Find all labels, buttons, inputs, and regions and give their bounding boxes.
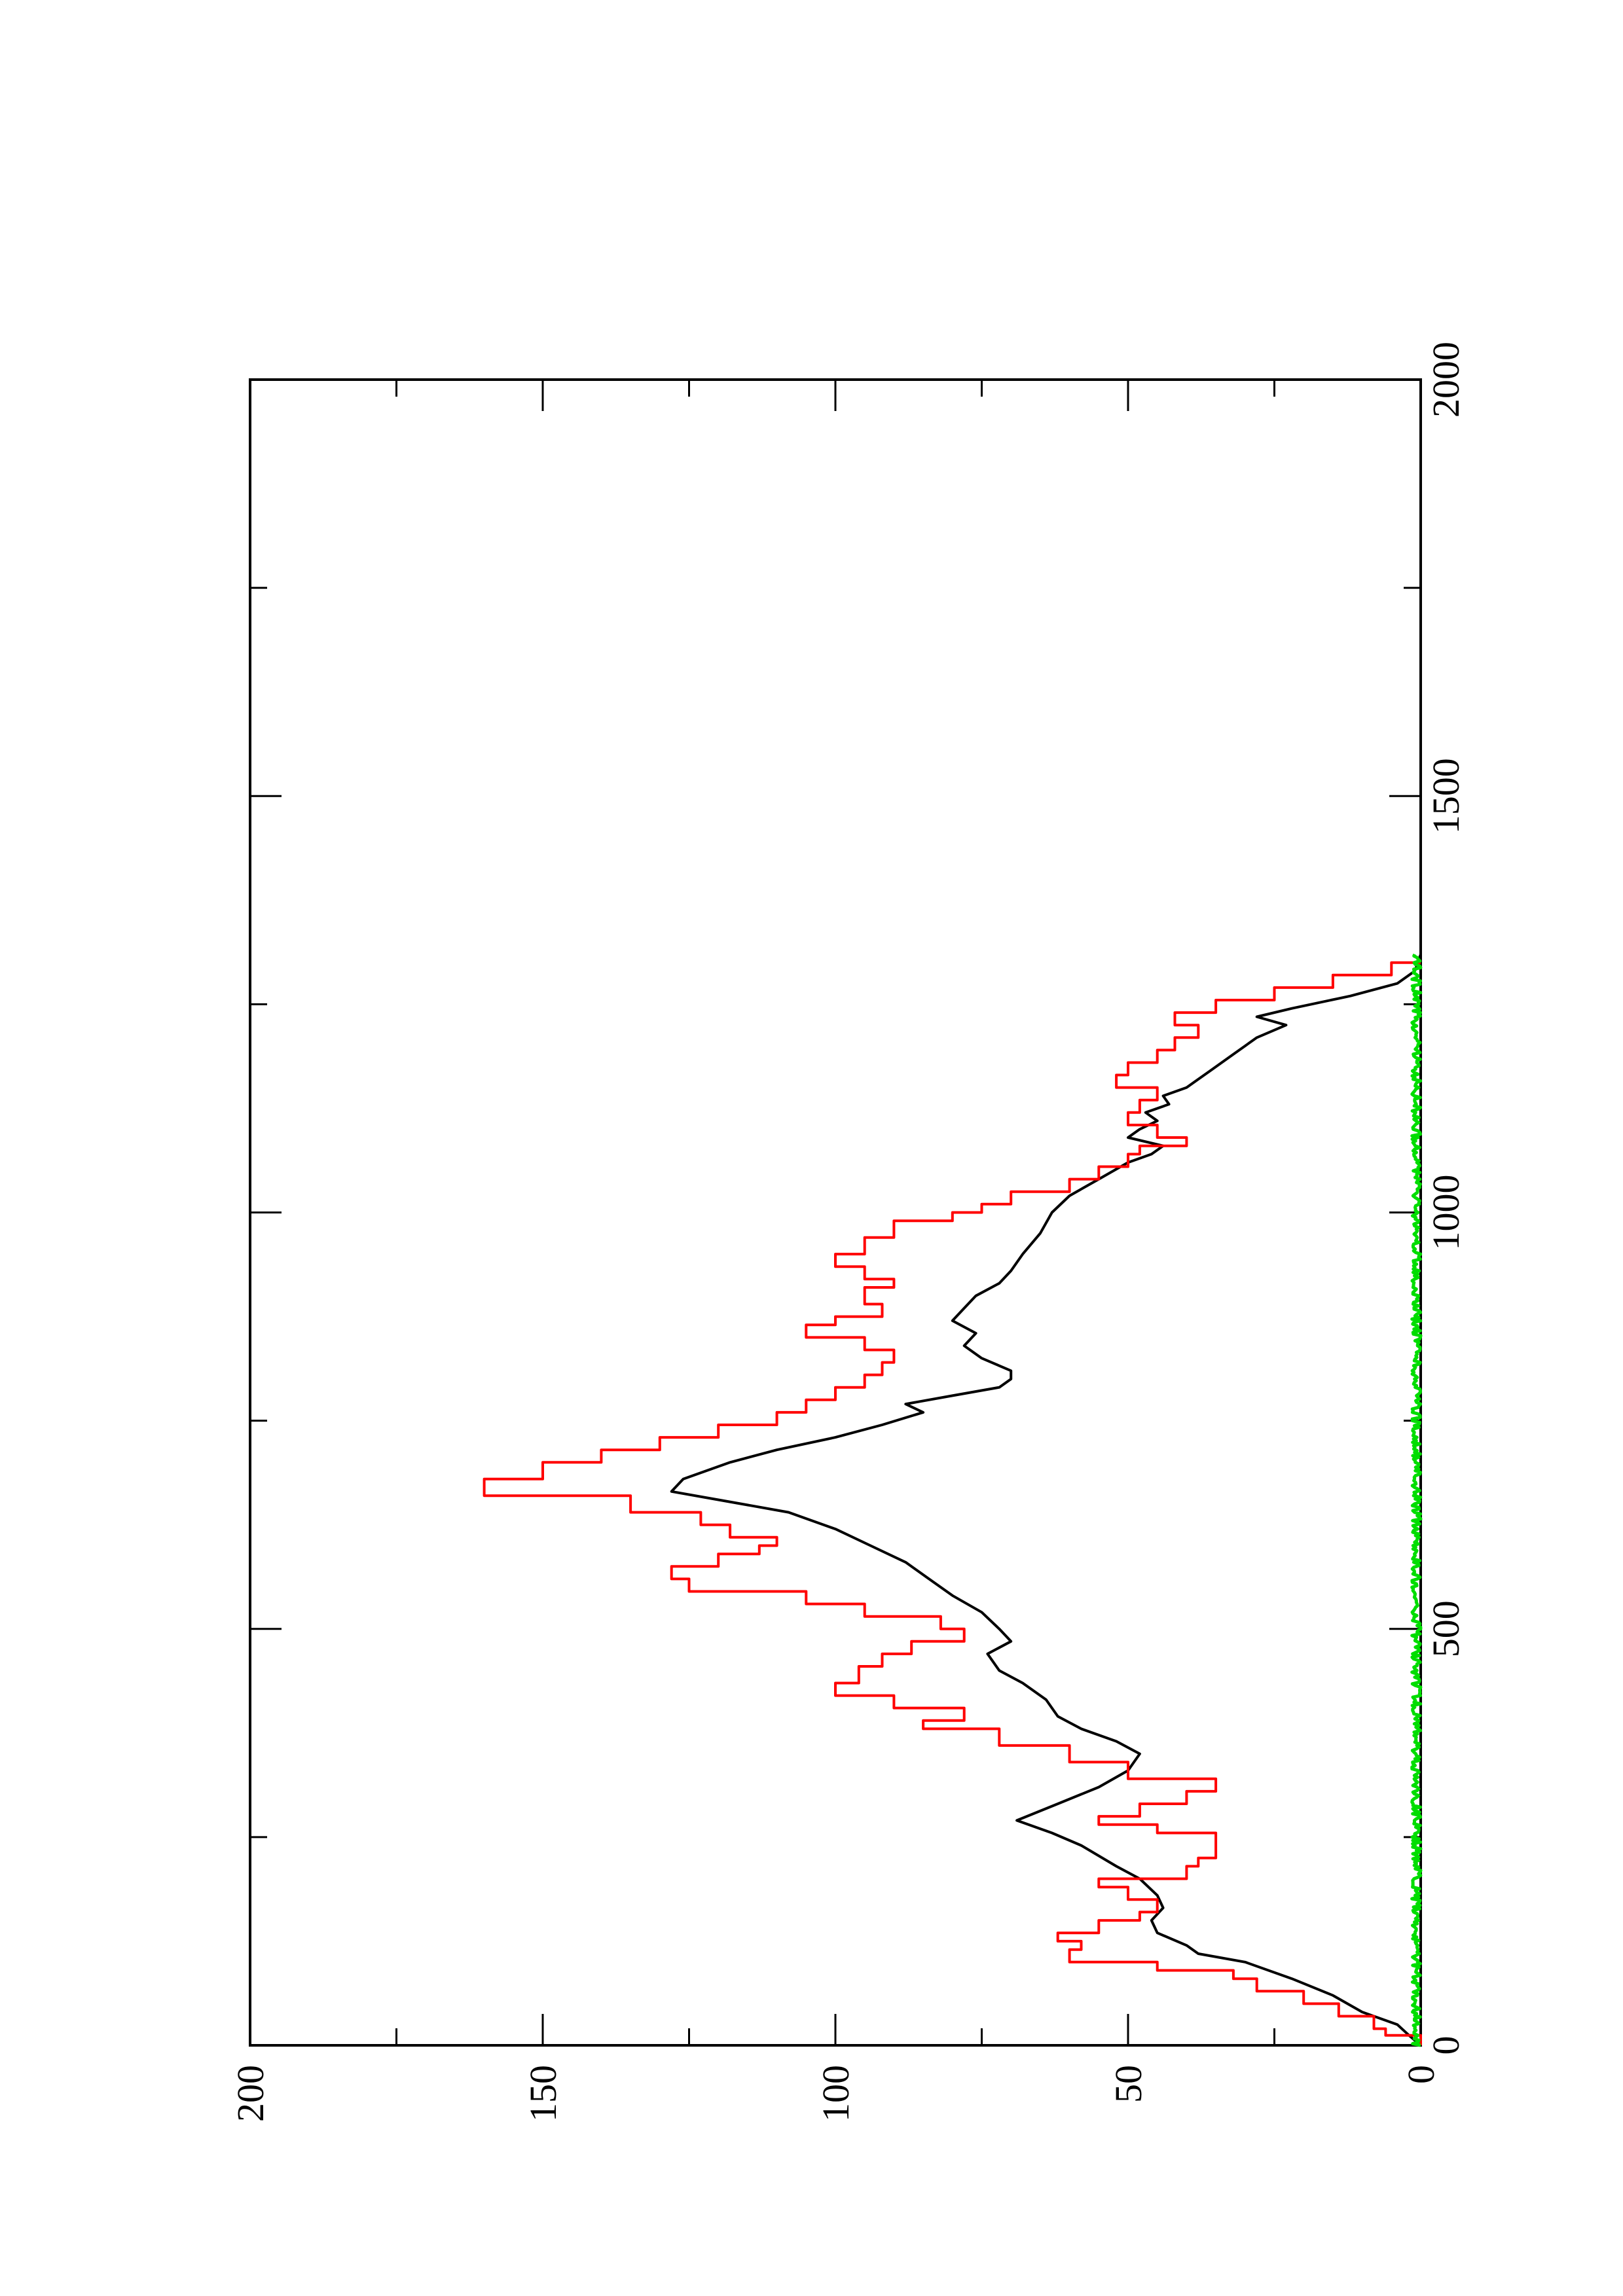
- y-tick-label: 0: [1400, 2065, 1442, 2084]
- y-tick-label: 200: [229, 2065, 272, 2122]
- y-tick-label: 100: [814, 2065, 857, 2122]
- y-tick-label: 50: [1107, 2065, 1150, 2103]
- x-tick-label: 0: [1425, 2036, 1467, 2055]
- axis-ticks: [249, 378, 1422, 2047]
- tick-labels: 0 500 1000 1500 2000 0 50 100 150 200: [229, 342, 1467, 2122]
- plot-frame: [249, 378, 1422, 2047]
- series-line-1: [483, 961, 1422, 2045]
- x-tick-label: 500: [1425, 1600, 1467, 1657]
- x-tick-label: 2000: [1425, 342, 1467, 418]
- series-line-0: [670, 954, 1422, 2047]
- x-tick-label: 1500: [1425, 758, 1467, 834]
- y-tick-label: 150: [522, 2065, 564, 2122]
- series-line-2: [1410, 953, 1423, 2047]
- x-tick-label: 1000: [1425, 1175, 1467, 1251]
- series-lines: [483, 953, 1423, 2047]
